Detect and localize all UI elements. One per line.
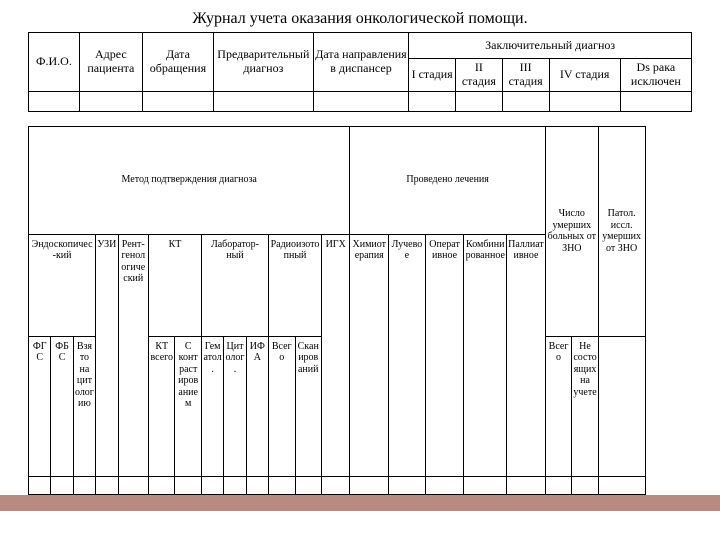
col-hematol: Гематол. (201, 336, 223, 476)
footer-band (0, 495, 720, 511)
col-ifa: ИФА (246, 336, 268, 476)
table-registry-header: Ф.И.О. Адрес пациента Дата обращения Пре… (28, 32, 692, 112)
col-rentgen: Рент-генологический (118, 234, 149, 476)
cell-empty (572, 476, 598, 494)
col-combined: Комбинированное (464, 234, 507, 476)
cell-empty (620, 91, 691, 111)
col-not-reg: Не состоящих на учете (572, 336, 598, 476)
col-fgs: ФГС (29, 336, 51, 476)
cell-empty (118, 476, 149, 494)
cell-empty (502, 91, 549, 111)
col-uzi: УЗИ (96, 234, 118, 476)
cell-empty (549, 91, 620, 111)
col-stage4: IV стадия (549, 59, 620, 92)
cell-empty (29, 91, 80, 111)
group-treatment: Проведено лечения (350, 126, 545, 234)
cell-empty (149, 476, 175, 494)
col-ds-excl: Ds рака исключен (620, 59, 691, 92)
col-cytol: Цитолог. (224, 336, 246, 476)
cell-empty (51, 476, 73, 494)
cell-empty (464, 476, 507, 494)
col-lab: Лаборатор-ный (201, 234, 268, 336)
table-methods-treatment: Метод подтверждения диагноза Проведено л… (28, 126, 692, 495)
col-chemo: Химиотерапия (350, 234, 389, 476)
cell-empty (246, 476, 268, 494)
col-igh: ИГХ (321, 234, 349, 476)
col-kt: КТ (149, 234, 202, 336)
page-title: Журнал учета оказания онкологической пом… (28, 10, 692, 28)
cell-empty (295, 476, 321, 494)
cell-empty (79, 91, 142, 111)
col-cytology: Взято на цитологию (73, 336, 95, 476)
col-visit-date: Дата обращения (142, 33, 213, 92)
cell-empty (142, 91, 213, 111)
col-radio-total: Всего (269, 336, 295, 476)
col-total: Всего (545, 336, 571, 476)
col-stage1: I стадия (409, 59, 456, 92)
cell-empty (313, 91, 409, 111)
group-method: Метод подтверждения диагноза (29, 126, 350, 234)
col-deaths: Число умерших больных от ЗНО (545, 126, 598, 336)
cell-empty (456, 91, 503, 111)
col-patol: Патол. иссл. умерших от ЗНО (598, 126, 645, 336)
cell-empty (545, 476, 571, 494)
col-stage2: II стадия (456, 59, 503, 92)
pad-right (645, 126, 692, 494)
cell-empty (321, 476, 349, 494)
col-address: Адрес пациента (79, 33, 142, 92)
cell-empty (175, 476, 201, 494)
col-fbs: ФБС (51, 336, 73, 476)
col-fio: Ф.И.О. (29, 33, 80, 92)
col-palliative: Паллиативное (507, 234, 546, 476)
cell-empty (201, 476, 223, 494)
cell-empty (224, 476, 246, 494)
cell-empty (507, 476, 546, 494)
cell-empty (598, 336, 645, 476)
cell-empty (29, 476, 51, 494)
cell-empty (598, 476, 645, 494)
col-referral-date: Дата направления в диспансер (313, 33, 409, 92)
cell-empty (425, 476, 464, 494)
col-ray: Лучевое (389, 234, 426, 476)
col-final-dx: Заключительный диагноз (409, 33, 692, 59)
col-scan: Сканирований (295, 336, 321, 476)
cell-empty (409, 91, 456, 111)
col-endoscopic: Эндоскопичес-кий (29, 234, 96, 336)
col-kt-total: КТ всего (149, 336, 175, 476)
cell-empty (350, 476, 389, 494)
cell-empty (389, 476, 426, 494)
col-stage3: III стадия (502, 59, 549, 92)
cell-empty (214, 91, 314, 111)
cell-empty (73, 476, 95, 494)
cell-empty (269, 476, 295, 494)
col-prelim-dx: Предварительный диагноз (214, 33, 314, 92)
cell-empty (96, 476, 118, 494)
col-kt-contrast: С контрастированием (175, 336, 201, 476)
col-radioiso: Радиоизотопный (269, 234, 322, 336)
col-surgery: Оперативное (425, 234, 464, 476)
